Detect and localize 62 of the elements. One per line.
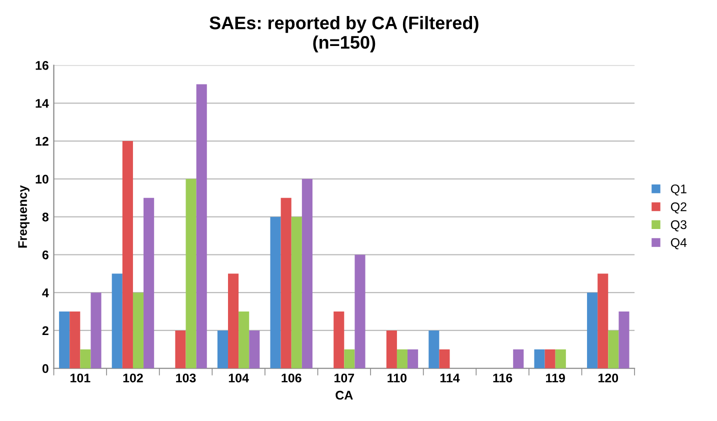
legend-label: Q2	[670, 202, 686, 214]
bar	[90, 292, 102, 368]
bar	[228, 274, 239, 368]
x-tick-label: 110	[388, 374, 407, 382]
x-tick-label: 119	[546, 374, 565, 382]
bar	[122, 141, 133, 368]
x-tick-label: 101	[70, 374, 90, 382]
bar	[428, 330, 440, 368]
legend-label: Q1	[670, 184, 686, 196]
bar	[112, 274, 122, 368]
bar	[334, 312, 344, 368]
legend-label: Q4	[670, 238, 687, 250]
bar	[513, 349, 524, 368]
y-tick-label: 2	[42, 326, 48, 336]
x-tick-label: 106	[282, 374, 302, 382]
bar	[249, 330, 260, 368]
y-tick-label: 6	[42, 250, 48, 260]
bar	[291, 216, 302, 368]
bar	[534, 349, 545, 368]
x-tick-label: 120	[598, 374, 618, 382]
bar	[439, 349, 450, 368]
bar	[270, 216, 281, 368]
bar	[196, 84, 207, 368]
bar	[217, 330, 228, 368]
bar	[302, 178, 312, 368]
y-tick-label: 8	[42, 212, 49, 222]
y-tick-label: 0	[42, 364, 48, 374]
chart-title: SAEs: reported by CA (Filtered) (n=150)	[210, 16, 478, 52]
bar	[238, 312, 250, 368]
x-tick-label: 104	[228, 374, 249, 382]
bar	[280, 198, 292, 368]
bar	[544, 349, 556, 368]
bar	[587, 292, 598, 368]
bar	[618, 312, 630, 368]
bar	[186, 178, 196, 368]
y-tick-label: 4	[42, 288, 49, 298]
y-tick-label: 12	[36, 136, 48, 146]
bar	[144, 198, 154, 368]
bar	[386, 330, 397, 368]
bar	[132, 292, 144, 368]
bar	[344, 349, 355, 368]
x-tick-label: 102	[123, 374, 143, 382]
y-tick-label: 10	[36, 174, 48, 184]
x-tick-label: 103	[176, 374, 196, 382]
bar	[354, 254, 366, 368]
bar	[396, 349, 408, 368]
bar	[598, 274, 608, 368]
bar	[555, 349, 566, 368]
x-tick-label: 107	[334, 374, 354, 382]
bar	[70, 312, 80, 368]
bar	[175, 330, 186, 368]
bar	[408, 349, 418, 368]
bar	[80, 349, 91, 368]
x-tick-label: 116	[493, 374, 512, 382]
bar	[608, 330, 619, 368]
x-tick-label: 114	[440, 374, 460, 382]
y-tick-label: 16	[36, 61, 48, 70]
y-axis-title: Frequency	[18, 185, 30, 248]
y-tick-label: 14	[36, 99, 49, 108]
bar	[59, 312, 70, 368]
x-axis-title: CA	[336, 390, 353, 400]
legend-label: Q3	[670, 220, 686, 232]
